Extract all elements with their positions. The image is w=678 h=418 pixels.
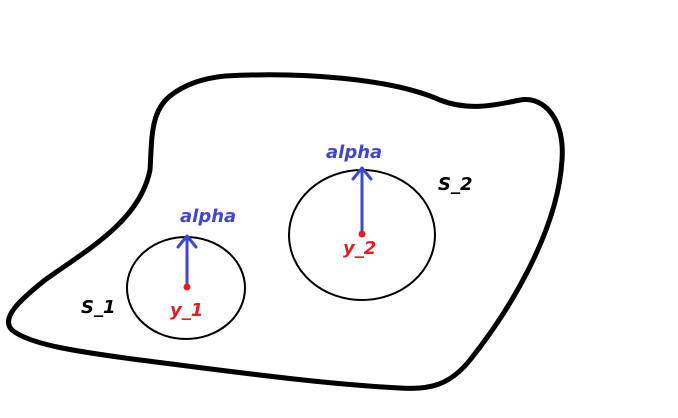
label-s2: S_2 <box>438 174 473 195</box>
label-s1: S_1 <box>81 297 116 318</box>
alpha-arrow-2 <box>351 166 373 234</box>
alpha-arrow-1 <box>176 234 198 287</box>
label-alpha-2: alpha <box>326 142 382 163</box>
label-y1: y_1 <box>170 300 203 321</box>
point-y2-dot <box>358 230 366 238</box>
point-y1-dot <box>183 283 191 291</box>
outer-region-boundary <box>5 72 565 391</box>
label-alpha-1: alpha <box>180 206 236 227</box>
label-y2: y_2 <box>343 238 376 259</box>
